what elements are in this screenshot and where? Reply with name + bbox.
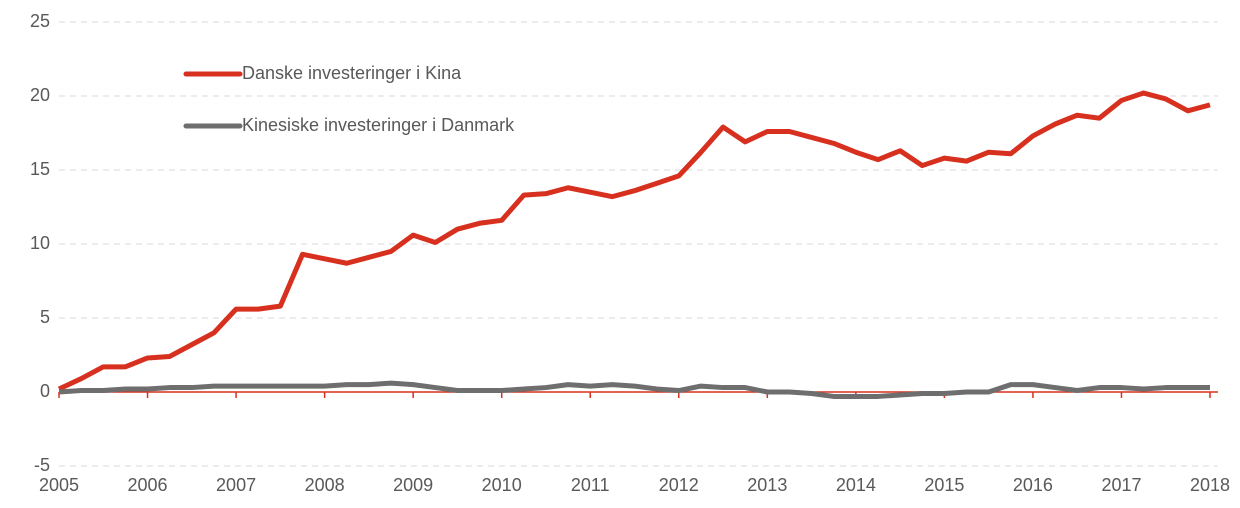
- y-tick-label: 5: [40, 307, 50, 327]
- x-tick-label: 2007: [216, 475, 256, 495]
- y-tick-label: 25: [30, 11, 50, 31]
- series-line: [58, 380, 1210, 399]
- x-tick-label: 2010: [482, 475, 522, 495]
- y-tick-label: 15: [30, 159, 50, 179]
- x-tick-label: 2014: [836, 475, 876, 495]
- x-tick-label: 2009: [393, 475, 433, 495]
- x-tick-label: 2005: [39, 475, 79, 495]
- x-tick-label: 2016: [1013, 475, 1053, 495]
- x-tick-label: 2017: [1101, 475, 1141, 495]
- x-tick-label: 2008: [305, 475, 345, 495]
- x-tick-label: 2012: [659, 475, 699, 495]
- legend-label: Danske investeringer i Kina: [242, 63, 462, 83]
- x-tick-label: 2011: [571, 475, 610, 495]
- series-line: [57, 90, 1211, 392]
- y-tick-label: 20: [30, 85, 50, 105]
- y-tick-label: -5: [34, 455, 50, 475]
- legend-label: Kinesiske investeringer i Danmark: [242, 115, 515, 135]
- x-tick-label: 2015: [924, 475, 964, 495]
- x-tick-label: 2013: [747, 475, 787, 495]
- x-tick-label: 2018: [1190, 475, 1230, 495]
- y-tick-label: 10: [30, 233, 50, 253]
- x-tick-label: 2006: [128, 475, 168, 495]
- y-tick-label: 0: [40, 381, 50, 401]
